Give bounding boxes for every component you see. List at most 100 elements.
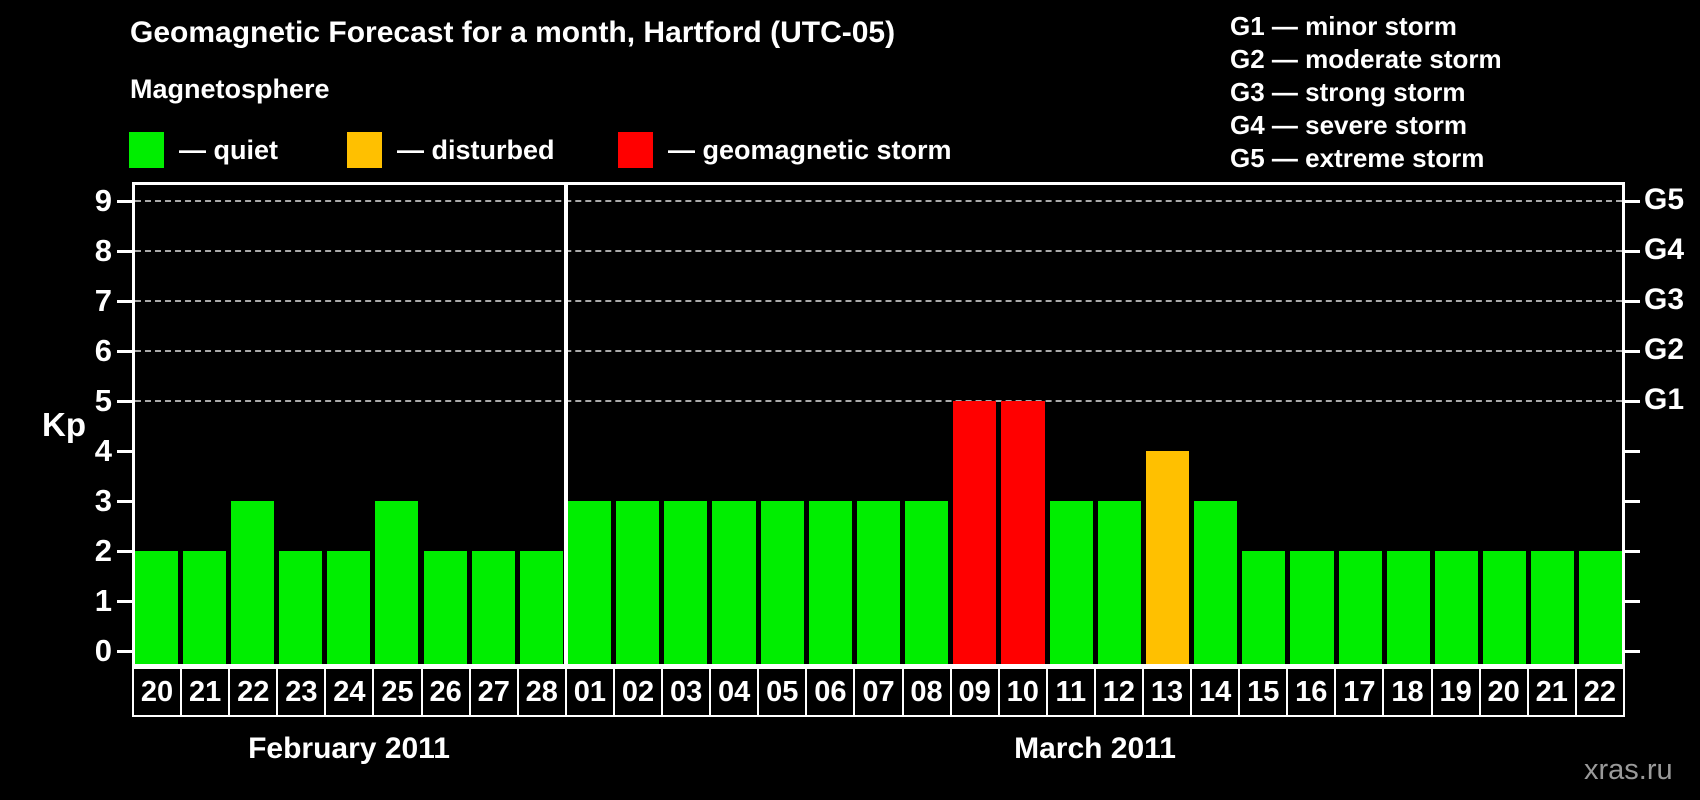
legend-item-storm: — geomagnetic storm — [618, 130, 952, 170]
day-label-cell: 07 — [855, 669, 904, 715]
y-axis-tick-right — [1625, 600, 1640, 603]
gridline-kp7 — [135, 300, 1622, 302]
chart-title: Geomagnetic Forecast for a month, Hartfo… — [130, 16, 896, 49]
kp-bar-march-07 — [856, 501, 901, 667]
y-axis-tick-left — [117, 650, 132, 653]
kp-bar-march-06 — [808, 501, 852, 667]
y-axis-tick-right — [1625, 250, 1640, 253]
month-label-march: March 2011 — [1014, 732, 1176, 765]
month-label-february: February 2011 — [248, 732, 450, 765]
day-label-cell: 24 — [326, 669, 375, 715]
day-label-cell: 27 — [471, 669, 519, 715]
kp-bar-february-27 — [471, 551, 515, 667]
legend-label-storm: — geomagnetic storm — [668, 134, 952, 165]
y-axis-tick-label: 1 — [94, 583, 112, 618]
kp-bar-march-17 — [1338, 551, 1382, 667]
y-axis-tick-label: 8 — [94, 233, 112, 268]
day-label-cell: 10 — [1000, 669, 1048, 715]
kp-bar-march-08 — [905, 501, 949, 667]
day-label-cell: 28 — [519, 669, 567, 715]
day-label-cell: 23 — [278, 669, 327, 715]
kp-bar-march-14 — [1194, 501, 1238, 667]
g-scale-legend-line: G4 — severe storm — [1230, 110, 1468, 140]
kp-bar-march-21 — [1531, 551, 1575, 667]
kp-bar-march-01 — [568, 501, 612, 667]
day-label-cell: 20 — [134, 669, 183, 715]
y-axis-tick-right — [1625, 300, 1640, 303]
kp-bar-march-11 — [1049, 501, 1093, 667]
kp-bar-march-16 — [1290, 551, 1334, 667]
legend-label-quiet: — quiet — [179, 134, 278, 165]
kp-bar-march-04 — [712, 501, 756, 667]
kp-bar-march-12 — [1097, 501, 1141, 667]
kp-bar-march-10 — [1001, 401, 1045, 667]
day-label-cell: 21 — [1529, 669, 1577, 715]
day-label-cell: 26 — [423, 669, 471, 715]
kp-bar-february-23 — [279, 551, 323, 667]
day-label-cell: 09 — [952, 669, 1000, 715]
day-label-cell: 06 — [807, 669, 856, 715]
kp-bar-march-22 — [1579, 551, 1623, 667]
y-axis-tick-label: 9 — [94, 183, 112, 218]
gridline-kp6 — [135, 350, 1622, 352]
kp-axis-label: Kp — [42, 406, 86, 443]
day-label-cell: 15 — [1240, 669, 1289, 715]
day-label-cell: 18 — [1384, 669, 1433, 715]
g-scale-legend-line: G3 — strong storm — [1230, 77, 1466, 107]
y-axis-tick-right — [1625, 550, 1640, 553]
g-axis-label-g4: G4 — [1644, 233, 1685, 266]
legend-item-disturbed: — disturbed — [347, 130, 555, 170]
y-axis-tick-label: 0 — [94, 633, 112, 668]
g-axis-label-g1: G1 — [1644, 383, 1685, 416]
y-axis-tick-left — [117, 600, 132, 603]
month-separator-line — [563, 182, 568, 667]
kp-bar-february-20 — [134, 551, 178, 667]
plot-border — [132, 182, 1625, 667]
legend-label-disturbed: — disturbed — [397, 134, 555, 165]
day-label-cell: 01 — [567, 669, 615, 715]
day-label-cell: 11 — [1048, 669, 1096, 715]
day-label-cell: 04 — [711, 669, 760, 715]
kp-bar-march-18 — [1386, 551, 1430, 667]
kp-bar-march-09 — [953, 401, 997, 667]
g-scale-legend: G1 — minor storm G2 — moderate storm G3 … — [1230, 10, 1502, 175]
day-label-cell: 19 — [1433, 669, 1481, 715]
g-axis-label-g5: G5 — [1644, 183, 1685, 216]
y-axis-tick-label: 4 — [94, 433, 112, 468]
kp-bar-march-13 — [1145, 451, 1190, 667]
y-axis-tick-label: 7 — [94, 283, 112, 318]
y-axis-tick-right — [1625, 450, 1640, 453]
y-axis-tick-left — [117, 500, 132, 503]
y-axis-tick-left — [117, 450, 132, 453]
y-axis-tick-right — [1625, 500, 1640, 503]
storm-color-swatch — [618, 132, 653, 168]
kp-bar-march-05 — [760, 501, 804, 667]
day-label-cell: 21 — [182, 669, 231, 715]
y-axis-tick-right — [1625, 350, 1640, 353]
y-axis-tick-right — [1625, 400, 1640, 403]
y-axis-tick-left — [117, 350, 132, 353]
gridline-kp8 — [135, 250, 1622, 252]
g-scale-legend-line: G1 — minor storm — [1230, 11, 1457, 41]
g-axis-label-g3: G3 — [1644, 283, 1685, 316]
kp-bar-march-15 — [1242, 551, 1286, 667]
kp-bar-february-25 — [375, 501, 419, 667]
magnetosphere-heading: Magnetosphere — [130, 74, 330, 104]
day-label-cell: 03 — [663, 669, 712, 715]
g-scale-legend-line: G5 — extreme storm — [1230, 143, 1485, 173]
kp-bar-february-22 — [230, 501, 274, 667]
y-axis-tick-left — [117, 400, 132, 403]
kp-bar-march-19 — [1434, 551, 1479, 667]
day-label-cell: 02 — [615, 669, 664, 715]
day-label-cell: 12 — [1096, 669, 1144, 715]
gridline-kp5 — [135, 400, 1622, 402]
g-axis-label-g2: G2 — [1644, 333, 1685, 366]
watermark: xras.ru — [1584, 754, 1673, 786]
y-axis-tick-left — [117, 550, 132, 553]
y-axis-tick-label: 6 — [94, 333, 112, 368]
disturbed-color-swatch — [347, 132, 382, 168]
day-label-cell: 25 — [374, 669, 423, 715]
kp-bar-march-02 — [616, 501, 660, 667]
day-label-cell: 13 — [1144, 669, 1193, 715]
